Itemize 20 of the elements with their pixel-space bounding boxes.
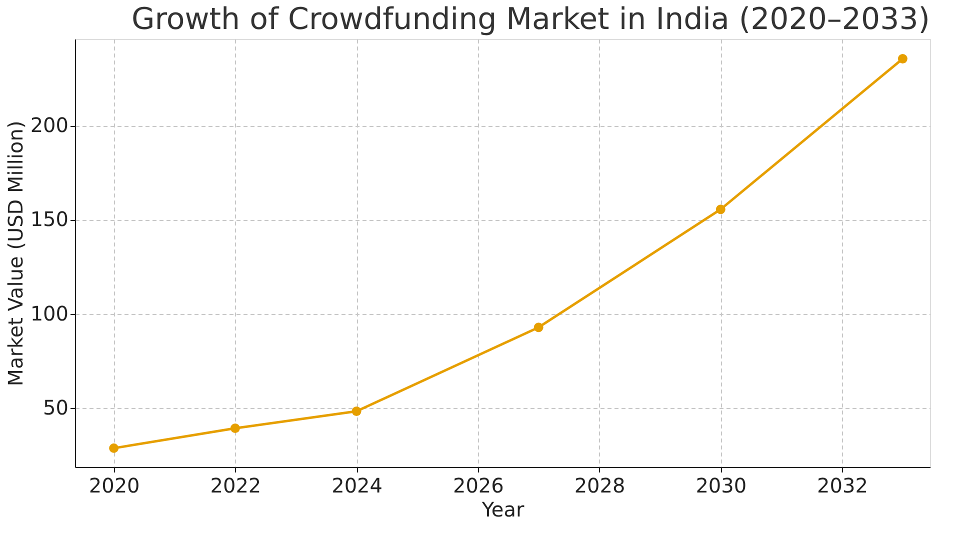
x-tick-label: 2032 — [817, 474, 868, 498]
x-tick-label: 2024 — [332, 474, 383, 498]
y-tick-label: 200 — [30, 113, 68, 138]
point — [898, 54, 908, 64]
x-axis-title: Year — [480, 498, 525, 522]
chart-title: Growth of Crowdfunding Market in India (2020–2033) — [131, 2, 930, 37]
point — [716, 204, 726, 214]
point — [534, 322, 544, 332]
point — [352, 406, 362, 416]
y-tick-label: 50 — [43, 395, 68, 420]
x-tick-label: 2030 — [696, 474, 747, 498]
x-tick-label: 2020 — [88, 474, 140, 498]
x-tick-label: 2028 — [574, 474, 626, 498]
point — [109, 443, 119, 453]
y-tick-label: 100 — [30, 301, 68, 326]
y-axis-title: Market Value (USD Million) — [3, 120, 28, 386]
x-tick-label: 2026 — [452, 474, 504, 498]
y-tick-label: 150 — [30, 207, 68, 232]
point — [230, 423, 240, 433]
x-tick-label: 2022 — [210, 474, 262, 498]
